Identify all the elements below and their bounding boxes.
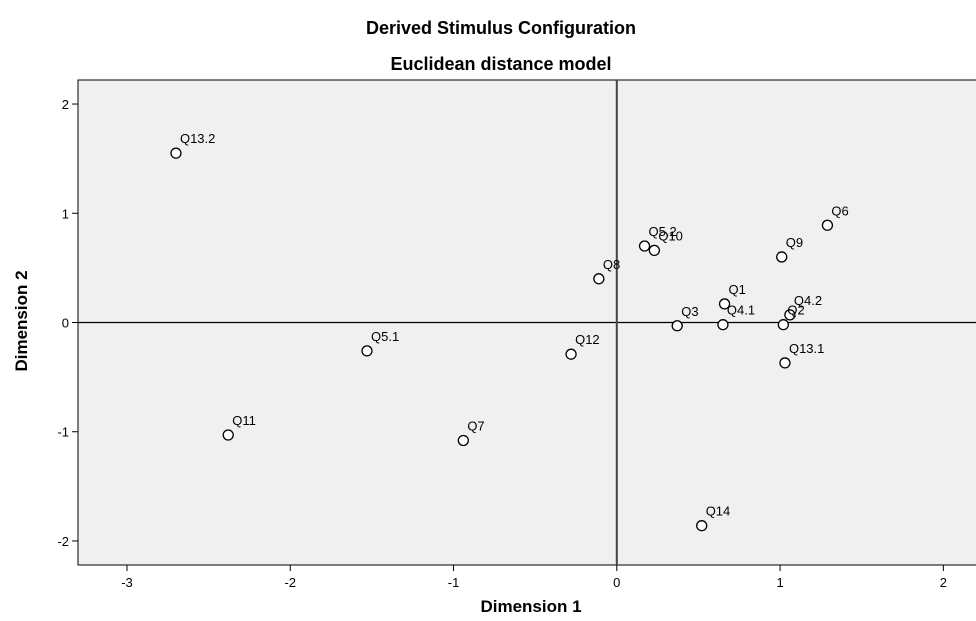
y-tick-label: 2 <box>62 97 69 112</box>
x-tick-label: -3 <box>121 575 133 590</box>
point-label: Q1 <box>729 282 746 297</box>
axis-ticks: -3 -2 -1 0 1 2 -2 -1 0 1 2 <box>57 97 947 590</box>
x-tick-label: 0 <box>613 575 620 590</box>
chart-subtitle: Euclidean distance model <box>390 54 611 74</box>
chart-title: Derived Stimulus Configuration <box>366 18 636 38</box>
data-point <box>593 273 605 285</box>
x-tick-label: 2 <box>940 575 947 590</box>
data-point <box>170 147 182 159</box>
data-point <box>565 348 577 360</box>
data-point <box>784 309 796 321</box>
data-point <box>457 434 469 447</box>
y-tick-label: -2 <box>57 534 69 549</box>
point-label: Q6 <box>831 203 848 218</box>
data-point <box>718 298 731 310</box>
point-label: Q7 <box>467 418 484 433</box>
data-point <box>222 429 234 441</box>
x-tick-label: -2 <box>284 575 296 590</box>
point-label: Q12 <box>575 332 600 347</box>
y-tick-label: -1 <box>57 425 69 440</box>
data-point <box>821 219 834 231</box>
data-point <box>648 244 661 257</box>
data-point <box>779 357 791 369</box>
x-axis-title: Dimension 1 <box>480 597 581 616</box>
reference-lines <box>78 80 976 565</box>
point-label: Q13.2 <box>180 131 215 146</box>
point-label: Q4.1 <box>727 303 755 318</box>
data-point <box>717 319 729 331</box>
point-label: Q3 <box>681 304 698 319</box>
y-axis-title: Dimension 2 <box>12 270 31 371</box>
point-label: Q5.1 <box>371 329 399 344</box>
point-label: Q13.1 <box>789 341 824 356</box>
point-label: Q5.2 <box>649 224 677 239</box>
point-label: Q10 <box>658 228 683 243</box>
point-label: Q8 <box>603 257 620 272</box>
y-tick-label: 0 <box>62 316 69 331</box>
data-point <box>777 319 789 331</box>
x-tick-label: 1 <box>776 575 783 590</box>
data-point <box>671 320 683 332</box>
y-tick-label: 1 <box>62 206 69 221</box>
point-label: Q14 <box>706 504 731 519</box>
point-label: Q4.2 <box>794 293 822 308</box>
point-label: Q2 <box>787 303 804 318</box>
point-label: Q9 <box>786 235 803 250</box>
data-point <box>696 520 708 532</box>
data-points <box>170 147 834 532</box>
data-point <box>776 251 788 263</box>
x-tick-label: -1 <box>448 575 460 590</box>
point-label: Q11 <box>232 413 256 428</box>
data-point <box>361 345 373 357</box>
data-point <box>638 240 651 252</box>
